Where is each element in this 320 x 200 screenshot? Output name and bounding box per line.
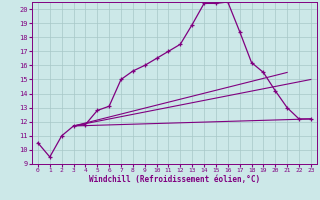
X-axis label: Windchill (Refroidissement éolien,°C): Windchill (Refroidissement éolien,°C) [89, 175, 260, 184]
